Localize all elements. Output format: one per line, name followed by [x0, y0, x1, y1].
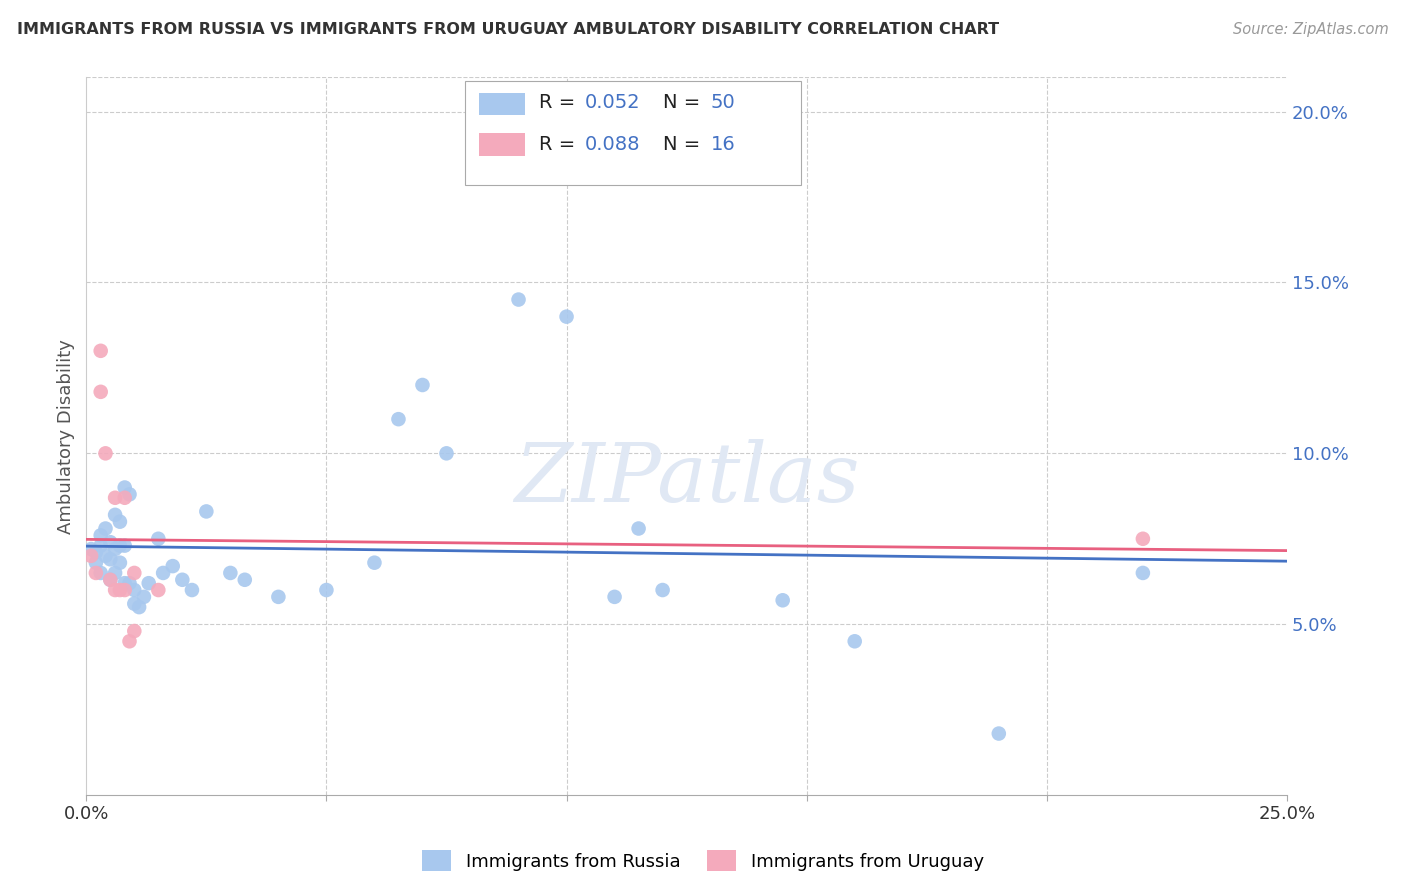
Text: ZIPatlas: ZIPatlas [513, 439, 859, 519]
Point [104, 541, 127, 556]
Point [84, 556, 107, 570]
Point [114, 481, 136, 495]
Point [233, 573, 256, 587]
Point [844, 634, 866, 648]
Point [124, 582, 146, 597]
Point [84, 566, 107, 580]
Text: 16: 16 [710, 135, 735, 153]
Point [603, 590, 626, 604]
Bar [479, 134, 524, 156]
Point [315, 582, 337, 597]
Point [104, 566, 127, 580]
Text: 50: 50 [710, 93, 735, 112]
Text: R =: R = [538, 135, 582, 153]
Point [80, 541, 103, 556]
Point [987, 726, 1010, 740]
Point [84, 545, 107, 559]
Point [90, 539, 112, 553]
Point [387, 412, 409, 426]
Point [108, 515, 131, 529]
Point [436, 446, 458, 460]
Point [104, 582, 127, 597]
Text: N =: N = [662, 93, 706, 112]
Point [114, 582, 136, 597]
Point [195, 504, 218, 518]
Point [108, 539, 131, 553]
Point [172, 573, 194, 587]
Point [555, 310, 578, 324]
Point [267, 590, 290, 604]
Point [124, 624, 146, 638]
Point [651, 582, 673, 597]
Point [90, 528, 112, 542]
Point [219, 566, 242, 580]
Point [114, 539, 136, 553]
Point [118, 487, 141, 501]
Point [114, 576, 136, 591]
Point [508, 293, 530, 307]
Point [148, 532, 170, 546]
Point [90, 384, 112, 399]
Point [90, 343, 112, 358]
Text: R =: R = [538, 93, 582, 112]
Point [94, 446, 117, 460]
Point [128, 600, 150, 615]
Legend: Immigrants from Russia, Immigrants from Uruguay: Immigrants from Russia, Immigrants from … [415, 843, 991, 879]
Point [363, 556, 385, 570]
Point [148, 582, 170, 597]
Bar [479, 93, 524, 115]
Point [108, 556, 131, 570]
Y-axis label: Ambulatory Disability: Ambulatory Disability [58, 339, 75, 533]
Point [1132, 566, 1154, 580]
Point [98, 552, 121, 566]
Point [94, 522, 117, 536]
Point [114, 491, 136, 505]
Point [132, 590, 155, 604]
Point [124, 597, 146, 611]
Point [138, 576, 160, 591]
Point [118, 634, 141, 648]
Text: 0.052: 0.052 [585, 93, 640, 112]
Text: Source: ZipAtlas.com: Source: ZipAtlas.com [1233, 22, 1389, 37]
Point [627, 522, 650, 536]
Point [118, 576, 141, 591]
Point [152, 566, 174, 580]
FancyBboxPatch shape [464, 81, 800, 185]
Point [104, 491, 127, 505]
Point [124, 566, 146, 580]
Point [411, 378, 433, 392]
Point [181, 582, 204, 597]
Point [1132, 532, 1154, 546]
Point [98, 535, 121, 549]
Point [98, 573, 121, 587]
Point [94, 549, 117, 563]
Text: 0.088: 0.088 [585, 135, 640, 153]
Point [90, 566, 112, 580]
Point [772, 593, 794, 607]
Point [104, 508, 127, 522]
Text: N =: N = [662, 135, 706, 153]
Text: IMMIGRANTS FROM RUSSIA VS IMMIGRANTS FROM URUGUAY AMBULATORY DISABILITY CORRELAT: IMMIGRANTS FROM RUSSIA VS IMMIGRANTS FRO… [17, 22, 1000, 37]
Point [80, 549, 103, 563]
Point [98, 573, 121, 587]
Point [108, 582, 131, 597]
Point [162, 559, 184, 574]
